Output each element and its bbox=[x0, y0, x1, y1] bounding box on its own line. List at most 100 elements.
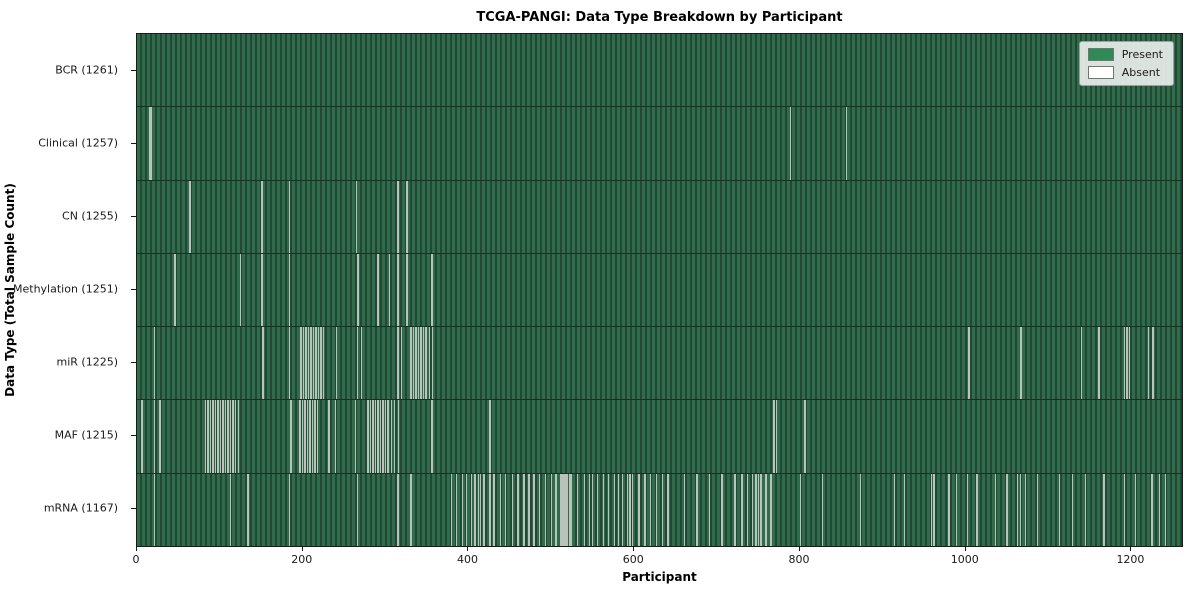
absent-line bbox=[384, 400, 387, 473]
absent-line bbox=[388, 253, 391, 327]
absent-line bbox=[219, 400, 222, 473]
absent-line bbox=[357, 253, 359, 327]
absent-line bbox=[948, 473, 950, 546]
absent-line bbox=[1164, 473, 1166, 546]
absent-line bbox=[591, 473, 594, 546]
absent-line bbox=[607, 473, 610, 546]
absent-line bbox=[804, 400, 806, 473]
absent-line bbox=[288, 473, 291, 546]
absent-line bbox=[335, 400, 337, 473]
absent-line bbox=[322, 327, 325, 400]
chart-title: TCGA-PANGI: Data Type Breakdown by Parti… bbox=[476, 10, 843, 25]
legend-label-absent: Absent bbox=[1121, 66, 1161, 79]
x-tick-label: 1200 bbox=[1116, 553, 1145, 566]
absent-line bbox=[1128, 327, 1131, 400]
absent-line bbox=[1158, 473, 1161, 546]
chart-row-mir bbox=[137, 326, 1182, 400]
chart-row-methylation bbox=[137, 252, 1182, 327]
absent-line bbox=[550, 473, 552, 546]
absent-line bbox=[499, 473, 502, 546]
x-axis: 0 200 400 600 800 1000 1200 bbox=[133, 547, 1183, 569]
legend: Present Absent bbox=[1078, 41, 1174, 86]
absent-line bbox=[217, 400, 219, 473]
plot-area: Present Absent bbox=[136, 33, 1183, 547]
absent-line bbox=[903, 473, 905, 546]
chart-row-bcr bbox=[137, 34, 1182, 107]
absent-line bbox=[480, 473, 482, 546]
absent-line bbox=[153, 473, 155, 546]
absent-line bbox=[400, 327, 402, 400]
y-tick-label: miR (1225) bbox=[56, 355, 119, 369]
absent-line bbox=[1024, 473, 1026, 546]
absent-line bbox=[770, 473, 772, 546]
absent-line bbox=[933, 473, 935, 546]
legend-item-present: Present bbox=[1087, 48, 1163, 61]
absent-line bbox=[382, 400, 384, 473]
absent-line bbox=[367, 400, 369, 473]
absent-line bbox=[317, 327, 320, 400]
absent-line bbox=[305, 327, 307, 400]
absent-line bbox=[397, 180, 399, 253]
absent-line bbox=[300, 327, 302, 400]
absent-line bbox=[1123, 327, 1126, 400]
x-tick-mark bbox=[1130, 547, 1132, 551]
absent-line bbox=[1080, 327, 1083, 400]
absent-line bbox=[1020, 327, 1022, 400]
x-tick-label: 200 bbox=[291, 553, 313, 566]
absent-line bbox=[406, 253, 408, 327]
absent-line bbox=[1148, 327, 1150, 400]
absent-line bbox=[489, 473, 491, 546]
absent-line bbox=[470, 473, 473, 546]
absent-line bbox=[474, 473, 476, 546]
x-tick-mark bbox=[964, 547, 966, 551]
absent-line bbox=[477, 473, 479, 546]
absent-line bbox=[1151, 473, 1153, 546]
absent-line bbox=[369, 400, 372, 473]
absent-line bbox=[355, 180, 358, 253]
absent-line bbox=[661, 473, 663, 546]
absent-line bbox=[493, 473, 495, 546]
absent-line bbox=[222, 400, 224, 473]
x-tick-mark bbox=[798, 547, 800, 551]
absent-line bbox=[431, 400, 433, 473]
absent-line bbox=[288, 253, 291, 327]
absent-line bbox=[821, 473, 823, 546]
absent-line bbox=[377, 400, 379, 473]
x-tick-label: 1000 bbox=[950, 553, 979, 566]
absent-line bbox=[239, 253, 242, 327]
absent-line bbox=[588, 473, 591, 546]
absent-line bbox=[1019, 473, 1021, 546]
chart-row-cn bbox=[137, 179, 1182, 253]
absent-line bbox=[207, 400, 209, 473]
y-tick-mark bbox=[131, 289, 136, 290]
y-tick-mark bbox=[131, 362, 136, 364]
absent-line bbox=[638, 473, 640, 546]
absent-line bbox=[533, 473, 535, 546]
x-axis-label: Participant bbox=[622, 570, 697, 584]
absent-line bbox=[422, 327, 425, 400]
absent-line bbox=[741, 473, 743, 546]
absent-line bbox=[149, 107, 151, 180]
absent-line bbox=[174, 253, 176, 327]
absent-line bbox=[304, 400, 306, 473]
absent-line bbox=[644, 473, 646, 546]
absent-line bbox=[1098, 327, 1100, 400]
absent-line bbox=[425, 327, 427, 400]
absent-line bbox=[189, 180, 191, 253]
y-tick-mark bbox=[131, 435, 136, 437]
absent-line bbox=[755, 473, 757, 546]
x-tick-mark bbox=[136, 547, 137, 551]
absent-line bbox=[288, 327, 291, 400]
absent-line bbox=[320, 327, 322, 400]
absent-line bbox=[696, 473, 698, 546]
absent-line bbox=[1071, 473, 1074, 546]
absent-line bbox=[760, 473, 762, 546]
absent-line bbox=[356, 473, 358, 546]
absent-line bbox=[227, 400, 229, 473]
absent-line bbox=[262, 327, 264, 400]
absent-line bbox=[209, 400, 212, 473]
absent-line bbox=[1134, 473, 1137, 546]
absent-line bbox=[410, 327, 412, 400]
absent-line bbox=[397, 473, 399, 546]
